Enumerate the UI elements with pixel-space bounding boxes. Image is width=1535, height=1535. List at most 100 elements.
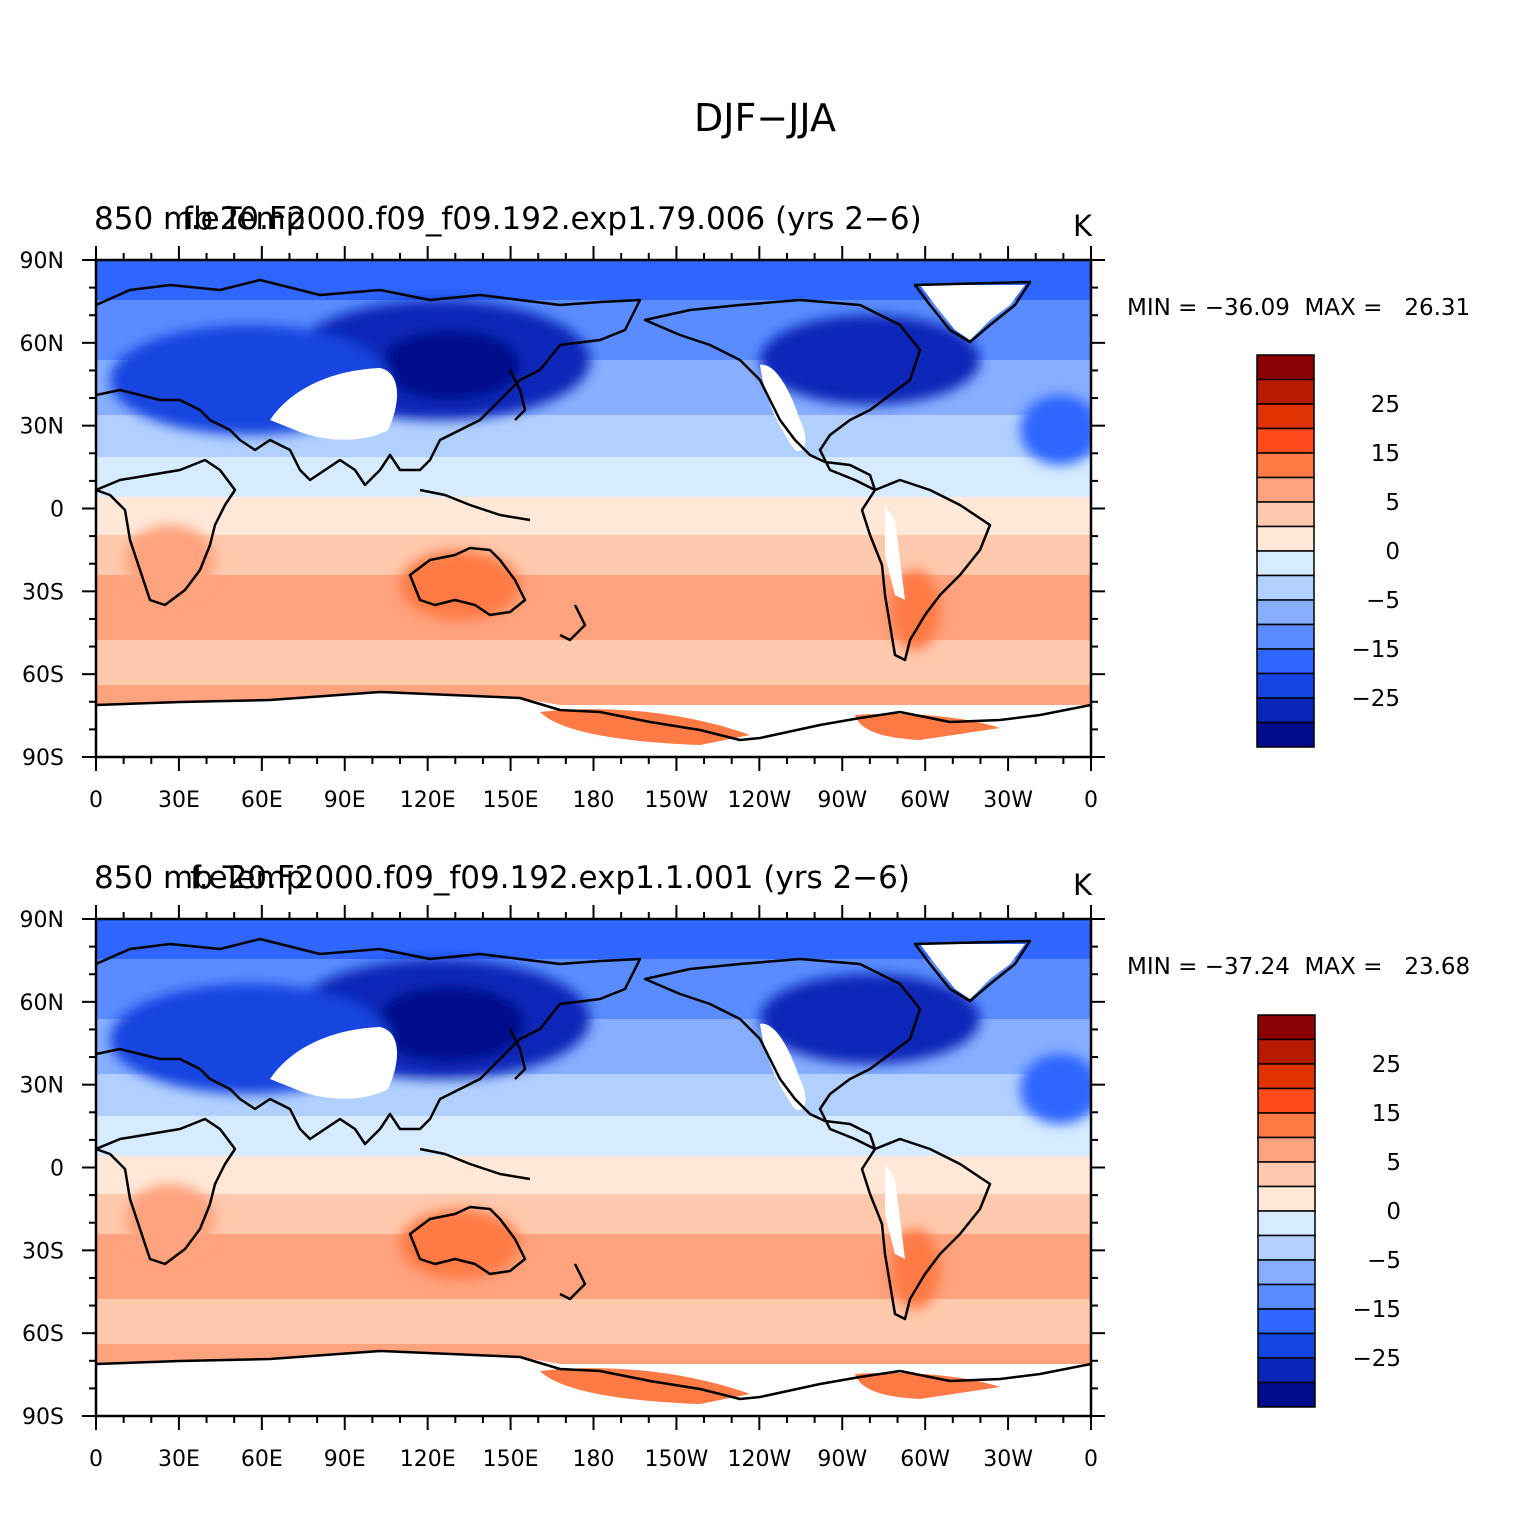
lon-tick-label: 30W [983, 1447, 1033, 1472]
colorbar-label: 25 [1371, 392, 1400, 418]
map-field-canada-cold [760, 315, 980, 405]
coast-maritime [419, 1147, 531, 1181]
colorbar-box [1256, 354, 1315, 381]
panel-bottom-lon-labels: 0 30E 60E 90E 120E 150E 180 150W 120W 90W 60W 30W 0 [89, 1447, 1098, 1472]
panel-top-left-label: 850 mb Temp [94, 201, 305, 237]
coast-new-zealand [559, 1263, 587, 1301]
coast-japan [508, 1028, 527, 1080]
lon-tick-label: 150W [645, 1447, 709, 1472]
colorbar-box [1256, 525, 1315, 552]
coast-australia [408, 546, 527, 617]
colorbar-box [1257, 1259, 1316, 1286]
panel-top-min-max: MIN = −36.09 MAX = 26.31 [1127, 295, 1470, 321]
map-mask-andes [885, 1164, 905, 1259]
map-field-ross-shelf [540, 709, 750, 745]
lat-tick-label: 90S [22, 746, 64, 771]
colorbar-box [1256, 697, 1315, 724]
lon-tick-label: 90E [324, 788, 366, 813]
colorbar-label: −5 [1366, 588, 1400, 614]
panel-top-map [96, 260, 1091, 757]
colorbar-box [1257, 1381, 1316, 1408]
map-field-band-lat55s [96, 640, 1091, 685]
panel-bottom-colorbar: 25 15 5 0 −5 −15 −25 [1257, 1014, 1401, 1408]
coast-japan [508, 369, 527, 421]
colorbar-box [1257, 1332, 1316, 1359]
lon-tick-label: 90E [324, 1447, 366, 1472]
colorbar-box [1257, 1087, 1316, 1114]
lat-tick-label: 90N [20, 908, 64, 933]
map-field-band-lat35s [96, 575, 1091, 640]
colorbar-label: −25 [1352, 1346, 1401, 1372]
colorbar-box [1256, 574, 1315, 601]
panel-bottom-left-label: 850 mb Temp [94, 860, 305, 896]
colorbar-box [1257, 1357, 1316, 1384]
colorbar-box [1257, 1014, 1316, 1041]
lon-tick-label: 60W [900, 788, 950, 813]
map-field-canada-cold [760, 974, 980, 1064]
colorbar-label: 5 [1385, 490, 1400, 516]
lon-tick-label: 150W [645, 788, 709, 813]
figure-title: DJF−JJA [694, 96, 836, 140]
colorbar-label: 15 [1372, 1101, 1401, 1127]
panel-bottom-map [96, 919, 1091, 1416]
map-field-band-lat20n [96, 457, 1091, 497]
lon-tick-label: 0 [89, 788, 103, 813]
colorbar-label: −15 [1352, 1297, 1401, 1323]
colorbar-box [1257, 1112, 1316, 1139]
lat-tick-label: 60N [20, 332, 64, 357]
lat-tick-label: 0 [50, 498, 64, 523]
lon-tick-label: 120E [400, 788, 456, 813]
colorbar-box [1256, 623, 1315, 650]
map-coastlines [96, 937, 1091, 1401]
lon-tick-label: 0 [1084, 1447, 1098, 1472]
lon-tick-label: 30E [158, 788, 200, 813]
colorbar-box [1257, 1308, 1316, 1335]
lon-tick-label: 150E [483, 788, 539, 813]
panel-top: 850 mb Temp f.e20.F2000.f09_f09.192.exp1… [20, 201, 1471, 813]
lon-tick-label: 0 [89, 1447, 103, 1472]
coast-africa [96, 1117, 237, 1266]
panel-top-lon-labels: 0 30E 60E 90E 120E 150E 180 150W 120W 90W 60W 30W 0 [89, 788, 1098, 813]
lon-tick-label: 60E [241, 788, 283, 813]
coast-africa [96, 458, 237, 607]
map-field-australia-warm [400, 550, 520, 620]
panel-bottom-ticks [82, 905, 1105, 1430]
colorbar-box [1256, 501, 1315, 528]
lon-tick-label: 150E [483, 1447, 539, 1472]
coast-eurasia [96, 278, 642, 487]
colorbar-box [1256, 672, 1315, 699]
panel-top-case-label: f.e20.F2000.f09_f09.192.exp1.79.006 (yrs… [182, 201, 922, 237]
coast-south-america [860, 478, 992, 662]
lat-tick-label: 90S [22, 1405, 64, 1430]
colorbar-box [1257, 1210, 1316, 1237]
map-field-siberia-core [375, 986, 525, 1062]
map-mask-rockies [760, 364, 806, 451]
map-field-atlantic-cold [1020, 1054, 1091, 1124]
coast-north-america [643, 298, 922, 492]
map-mask-greenland [920, 944, 1025, 999]
map-field-band-lat20n [96, 1116, 1091, 1156]
colorbar-box [1256, 648, 1315, 675]
lat-tick-label: 60N [20, 991, 64, 1016]
panel-top-ticks [82, 246, 1105, 771]
colorbar-box [1257, 1283, 1316, 1310]
lat-tick-label: 30N [20, 415, 64, 440]
lon-tick-label: 180 [573, 788, 615, 813]
colorbar-box [1256, 378, 1315, 405]
colorbar-box [1256, 452, 1315, 479]
coast-greenland [913, 280, 1032, 344]
lat-tick-label: 90N [20, 249, 64, 274]
colorbar-box [1256, 427, 1315, 454]
colorbar-box [1257, 1063, 1316, 1090]
map-field-australia-warm [400, 1209, 520, 1279]
lon-tick-label: 60W [900, 1447, 950, 1472]
coast-antarctica [96, 690, 1091, 742]
coast-south-america [860, 1137, 992, 1321]
lat-tick-label: 30S [22, 580, 64, 605]
panel-top-colorbar: 25 15 5 0 −5 −15 −25 [1256, 354, 1400, 748]
colorbar-label: −5 [1367, 1248, 1401, 1274]
colorbar-box [1256, 403, 1315, 430]
coast-australia [408, 1205, 527, 1276]
lat-tick-label: 30S [22, 1239, 64, 1264]
